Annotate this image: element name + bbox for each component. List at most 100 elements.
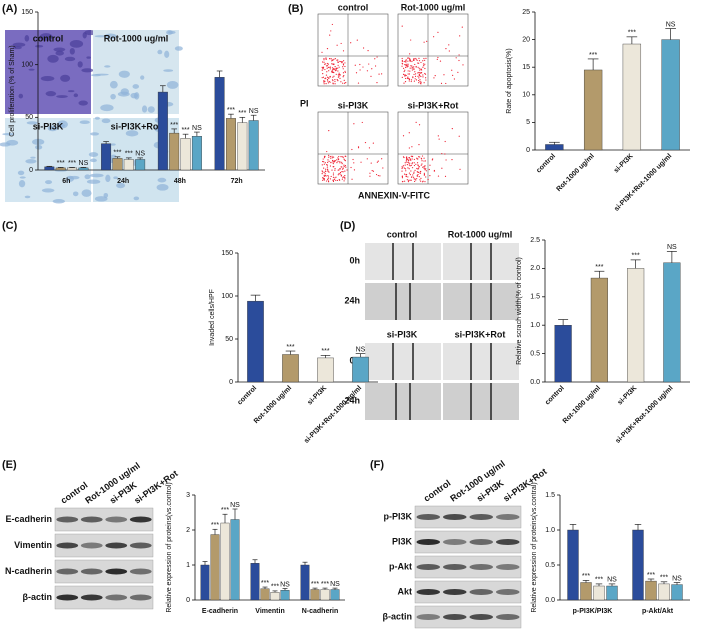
error-bar	[272, 590, 278, 593]
flow-dot	[401, 59, 403, 62]
flow-dot	[321, 69, 323, 71]
cell	[6, 139, 19, 146]
flow-dot	[322, 67, 324, 69]
flow-dot	[406, 158, 409, 160]
flow-dot	[418, 124, 421, 126]
error-bar	[232, 508, 238, 520]
flow-dot	[410, 176, 413, 178]
y-tick-label: 2.5	[530, 237, 540, 244]
flow-dot	[424, 160, 427, 162]
flow-dot	[345, 155, 347, 158]
flow-dot	[405, 61, 407, 63]
flow-dot	[411, 167, 414, 169]
y-tick-label: 0	[29, 167, 33, 174]
cell	[45, 91, 57, 97]
flow-dot	[415, 163, 417, 165]
cell	[47, 54, 59, 63]
flow-dot	[323, 57, 325, 60]
error-bar	[660, 581, 668, 584]
blot-band	[495, 514, 520, 520]
flow-dot	[451, 127, 453, 130]
flow-dot	[327, 66, 330, 68]
flow-dot	[342, 63, 344, 65]
flow-dot	[333, 68, 335, 71]
axis-label: PI	[300, 98, 309, 108]
flow-dot	[422, 66, 424, 68]
flow-dot	[418, 57, 420, 59]
significance: ***	[321, 581, 329, 588]
flow-dot	[420, 157, 422, 159]
cell	[94, 116, 101, 120]
row-label: Vimentin	[14, 540, 52, 550]
flow-dot	[420, 71, 423, 74]
y-tick-label: 0.0	[545, 597, 555, 604]
flow-dot	[328, 70, 330, 72]
flow-dot	[337, 61, 339, 63]
blot-band	[495, 614, 520, 620]
flow-dot	[401, 62, 403, 64]
y-tick-label: 50	[225, 336, 233, 343]
flow-dot	[437, 31, 439, 33]
significance: ***	[211, 522, 219, 529]
flow-dot	[372, 170, 375, 172]
flow-dot	[413, 68, 415, 71]
flow-dot	[419, 80, 421, 83]
flow-dot	[411, 162, 414, 164]
flow-dot	[356, 39, 358, 41]
flow-dot	[422, 166, 424, 168]
blot-band	[469, 589, 494, 595]
flow-dot	[323, 155, 326, 158]
flow-dot	[418, 62, 420, 64]
cell	[89, 158, 97, 163]
significance: ***	[632, 253, 640, 260]
significance: NS	[192, 125, 202, 132]
flow-dot	[406, 161, 408, 163]
bar	[330, 589, 340, 601]
y-tick-label: 0	[229, 379, 233, 386]
flow-dot	[339, 60, 341, 63]
flow-dot	[337, 174, 339, 176]
significance: NS	[135, 151, 145, 158]
bar	[200, 564, 210, 601]
flow-dot	[337, 80, 339, 82]
flow-dot	[325, 83, 327, 85]
flow-dot	[419, 72, 421, 74]
flow-dot	[402, 73, 405, 75]
flow-dot	[377, 160, 379, 162]
axis-label: ANNEXIN-V-FITC	[358, 190, 431, 200]
cell	[101, 118, 111, 124]
flow-dot	[335, 179, 337, 181]
flow-dot	[417, 62, 419, 64]
flow-dot	[334, 177, 336, 179]
row-label: β-actin	[23, 592, 53, 602]
flow-dot	[459, 168, 461, 170]
flow-dot	[414, 57, 416, 60]
flow-dot	[331, 60, 333, 62]
blot-band	[129, 594, 152, 601]
flow-dot	[360, 161, 362, 163]
significance: ***	[238, 110, 246, 117]
flow-dot	[335, 67, 337, 69]
flow-dot	[409, 179, 411, 181]
flow-dot	[332, 172, 335, 174]
image-label: si-PI3K	[33, 121, 64, 131]
flow-dot	[409, 158, 411, 160]
flow-dot	[326, 65, 329, 67]
cell	[163, 69, 174, 72]
flow-dot	[371, 169, 373, 172]
flow-dot	[339, 77, 341, 79]
cell	[82, 32, 87, 39]
flow-dot	[343, 158, 345, 160]
flow-dot	[405, 173, 407, 176]
flow-dot	[416, 59, 418, 61]
flow-dot	[413, 66, 415, 68]
flow-dot	[429, 175, 431, 177]
flow-dot	[413, 172, 415, 174]
flow-dot	[445, 82, 447, 85]
bar	[671, 584, 683, 601]
flow-dot	[327, 179, 329, 181]
significance: NS	[666, 21, 676, 28]
flow-dot	[410, 65, 412, 67]
flow-dot	[455, 57, 457, 59]
